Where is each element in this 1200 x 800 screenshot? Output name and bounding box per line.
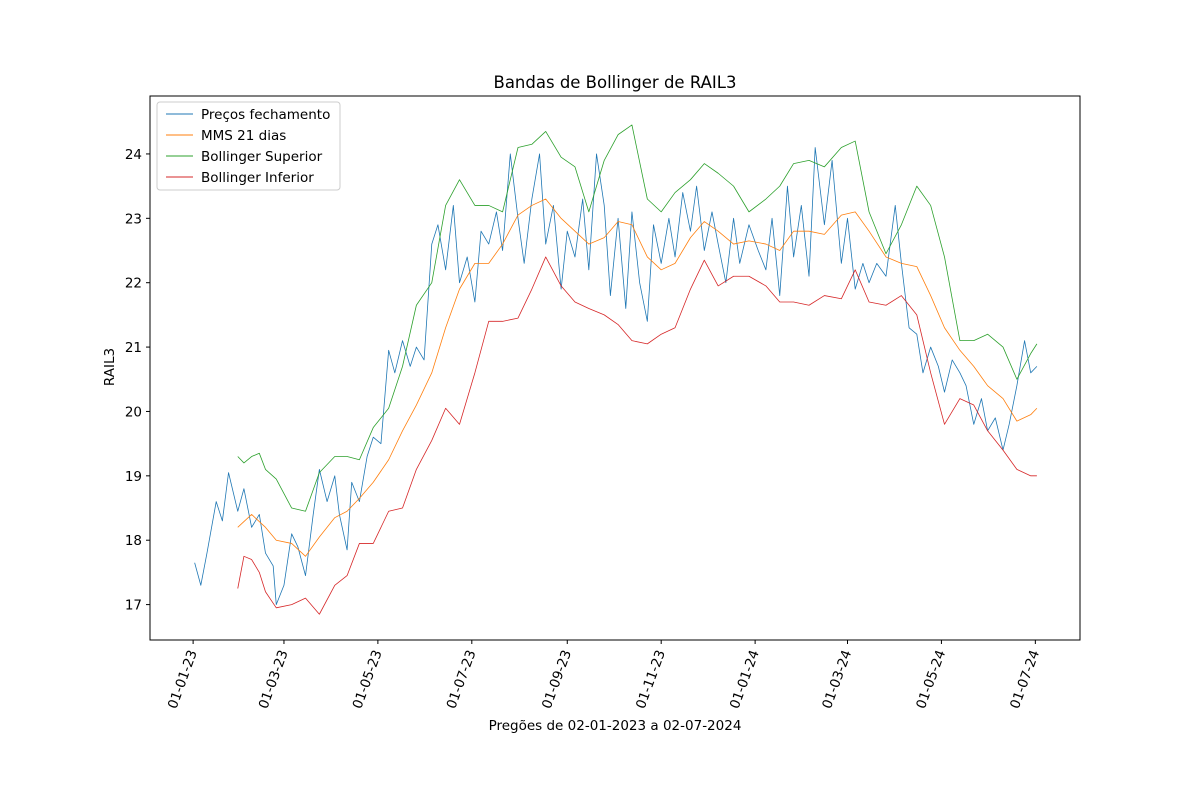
y-axis-label: RAIL3 bbox=[102, 348, 118, 386]
legend-label-1: Preços fechamento bbox=[201, 107, 330, 123]
legend-label-2: MMS 21 dias bbox=[201, 128, 286, 144]
y-tick-label: 23 bbox=[125, 211, 142, 227]
legend: Preços fechamento MMS 21 dias Bollinger Su… bbox=[156, 101, 341, 191]
legend-label-3: Bollinger Superior bbox=[201, 149, 323, 165]
legend-label-4: Bollinger Inferior bbox=[201, 170, 314, 186]
plot-area bbox=[194, 124, 1038, 615]
y-tick-label: 18 bbox=[125, 533, 142, 549]
y-tick-label: 17 bbox=[125, 598, 142, 614]
axes-frame bbox=[149, 95, 1081, 641]
series-line-2 bbox=[237, 198, 1038, 557]
y-tick-label: 21 bbox=[125, 340, 142, 356]
chart-title: Bandas de Bollinger de RAIL3 bbox=[494, 73, 737, 92]
y-tick-label: 19 bbox=[125, 469, 142, 485]
x-axis-label: Pregões de 02-01-2023 a 02-07-2024 bbox=[489, 718, 742, 734]
y-tick-label: 22 bbox=[125, 276, 142, 292]
y-tick-label: 24 bbox=[125, 147, 142, 163]
series-line-3 bbox=[237, 124, 1038, 512]
y-tick-label: 20 bbox=[125, 404, 142, 420]
series-line-1 bbox=[194, 147, 1038, 605]
series-line-4 bbox=[237, 256, 1037, 615]
legend-box bbox=[156, 101, 341, 191]
